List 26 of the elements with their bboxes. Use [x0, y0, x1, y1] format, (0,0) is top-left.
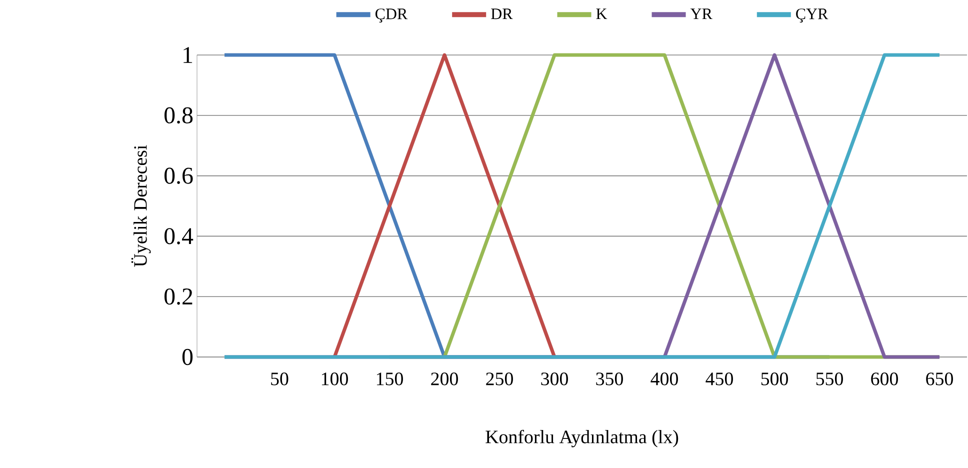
x-tick-label: 600 [871, 372, 898, 386]
legend-label: DR [491, 8, 513, 20]
x-axis-title: Konforlu Aydınlatma (lx) [486, 430, 678, 448]
x-tick-label: 400 [650, 372, 678, 386]
x-tick-label: 300 [541, 372, 568, 386]
x-tick-label: 150 [376, 372, 403, 386]
y-tick-label: 1 [184, 47, 192, 63]
legend-label: K [596, 8, 608, 20]
y-tick-label: 0.2 [164, 288, 192, 305]
legend-label: ÇYR [796, 8, 828, 23]
x-tick-label: 500 [761, 372, 788, 386]
y-tick-label: 0 [182, 348, 193, 366]
x-tick-label: 200 [431, 372, 458, 386]
y-tick-label: 0.8 [164, 107, 193, 124]
x-tick-label: 250 [486, 372, 513, 386]
x-tick-label: 50 [271, 372, 288, 386]
x-tick-label: 550 [816, 372, 843, 386]
y-axis-title: Üyelik Derecesi [131, 145, 151, 267]
x-tick-label: 350 [596, 372, 623, 386]
legend-label: ÇDR [375, 8, 408, 23]
x-tick-label: 100 [322, 372, 348, 386]
x-tick-label: 650 [926, 372, 953, 386]
legend-label: YR [690, 8, 712, 20]
y-tick-label: 0.4 [164, 228, 194, 244]
x-tick-label: 450 [706, 372, 733, 386]
y-tick-label: 0.6 [164, 168, 193, 184]
